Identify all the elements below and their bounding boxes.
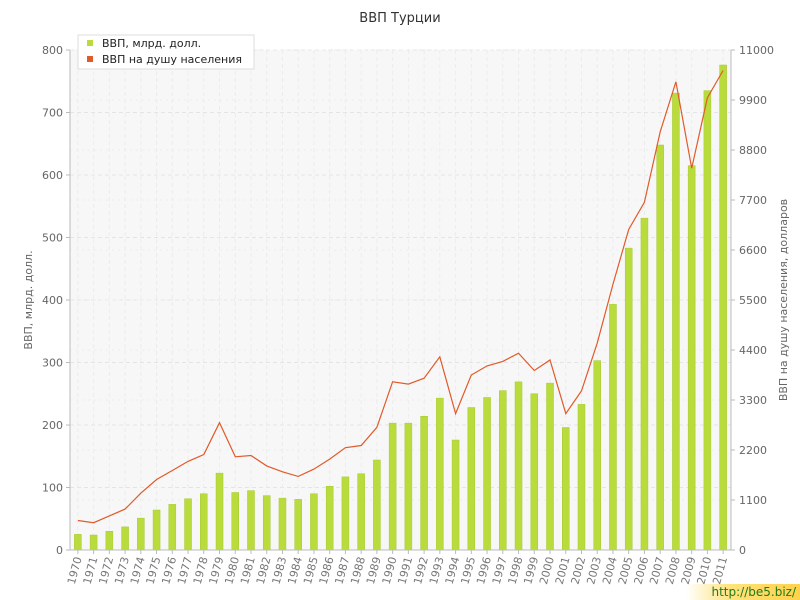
y-tick-label: 300 [42, 357, 63, 370]
chart-title: ВВП Турции [359, 11, 440, 26]
legend-label-gdp: ВВП, млрд. долл. [102, 37, 201, 50]
bar [609, 304, 617, 551]
legend-swatch-gdp-per-capita [87, 56, 93, 62]
y2-tick-label: 11000 [739, 44, 774, 57]
bar [420, 416, 428, 551]
y-tick-label: 500 [42, 232, 63, 245]
bar [687, 165, 696, 551]
left-axis-ticks: 0 100 200 300 400 500 600 700 800 [42, 44, 70, 557]
bar [278, 497, 287, 551]
y2-tick-label: 3300 [739, 394, 767, 407]
bar [74, 534, 82, 551]
legend-box [77, 34, 255, 70]
y-tick-label: 100 [42, 482, 63, 495]
bar [719, 64, 727, 551]
gdp-per-capita-line [77, 70, 724, 524]
y2-tick-label: 6600 [739, 244, 767, 257]
bar [672, 92, 680, 551]
watermark: http://be5.biz/ [686, 584, 800, 600]
bar [294, 499, 302, 551]
y2-tick-label: 7700 [739, 194, 767, 207]
bar [530, 393, 539, 551]
y2-tick-label: 9900 [739, 94, 767, 107]
bar [262, 495, 271, 551]
bar [357, 473, 365, 551]
bar [373, 459, 381, 551]
bar [137, 517, 145, 551]
bar [467, 407, 476, 551]
y2-tick-label: 0 [739, 544, 746, 557]
y2-tick-label: 1100 [739, 494, 767, 507]
legend-label-gdp-per-capita: ВВП на душу населения [102, 53, 242, 66]
y-tick-label: 200 [42, 419, 63, 432]
y2-tick-label: 2200 [739, 444, 767, 457]
bar [562, 427, 570, 551]
bar [310, 493, 318, 551]
bar [231, 492, 239, 551]
bar [593, 360, 601, 551]
bar [215, 472, 224, 551]
right-axis-ticks: 0 1100 2200 3300 4400 5500 6600 7700 8800 9900 110… [731, 44, 774, 557]
bar [436, 397, 444, 551]
bar [89, 534, 98, 551]
bar [325, 486, 334, 551]
bar [451, 439, 460, 551]
bar [247, 490, 255, 551]
bar [168, 504, 177, 551]
y2-tick-label: 8800 [739, 144, 767, 157]
bar [388, 422, 397, 551]
y2-axis-label: ВВП на душу населения, долларов [777, 199, 790, 401]
y2-tick-label: 4400 [739, 344, 767, 357]
legend: ВВП, млрд. долл. ВВП на душу населения [77, 34, 255, 70]
bar [546, 382, 554, 551]
bar [200, 493, 208, 551]
bar [341, 476, 350, 551]
bar [640, 217, 649, 551]
bar [121, 526, 129, 551]
y-tick-label: 600 [42, 169, 63, 182]
bar [499, 390, 507, 551]
y-axis-label: ВВП, млрд. долл. [22, 250, 35, 349]
bar [483, 397, 491, 551]
y-tick-label: 800 [42, 44, 63, 57]
line-series [77, 70, 724, 524]
bar [105, 531, 114, 551]
bar [624, 247, 633, 551]
bar [703, 90, 712, 551]
bar [152, 509, 161, 551]
x-axis-ticks: 1970197119721973197419751976197719781979… [65, 550, 730, 586]
bar [656, 144, 664, 551]
bar [184, 498, 192, 551]
bar [514, 381, 523, 551]
y-tick-label: 0 [56, 544, 63, 557]
bar [577, 404, 586, 551]
y2-tick-label: 5500 [739, 294, 767, 307]
bar [404, 422, 413, 551]
y-tick-label: 400 [42, 294, 63, 307]
bar-series [74, 64, 727, 551]
y-tick-label: 700 [42, 107, 63, 120]
legend-swatch-gdp [87, 40, 93, 46]
